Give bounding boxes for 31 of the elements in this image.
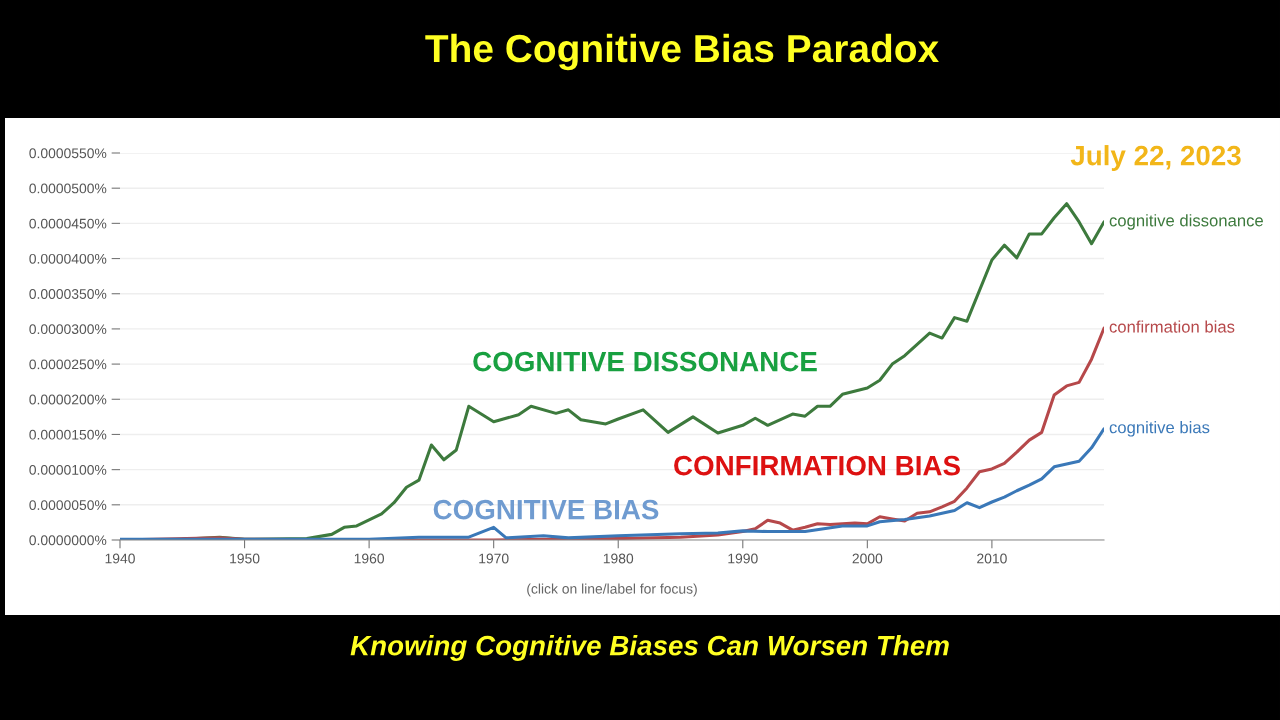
series-label: cognitive bias [1109,421,1210,437]
y-tick-label: 0.0000050% [29,500,107,510]
y-tick-label: 0.0000000% [29,535,107,546]
x-tick-label: 2000 [852,553,883,564]
text: (click on line/label for focus) [527,583,697,597]
series-label: confirmation bias [1109,320,1235,333]
x-tick-label: 1970 [479,553,509,564]
annotation: CONFIRMATION BIAS [674,455,960,476]
x-tick-label: 1960 [354,553,385,564]
x-tick-label: 1990 [728,553,758,564]
annotation: July 22, 2023 [1070,145,1241,171]
y-tick-label: 0.0000450% [29,218,107,229]
y-tick-label: 0.0000350% [29,289,107,299]
chart-title: The Cognitive Bias Paradox [425,33,939,71]
x-tick-label: 1980 [603,553,634,564]
y-tick-label: 0.0000400% [29,253,107,264]
y-tick-label: 0.0000150% [29,429,107,440]
y-tick-label: 0.0000300% [29,324,107,335]
y-tick-label: 0.0000500% [29,183,107,194]
series-label: cognitive dissonance [1109,214,1263,230]
x-tick-label: 1940 [105,553,135,564]
x-tick-label: 2010 [977,553,1007,564]
text: Knowing Cognitive Biases Can Worsen Them [350,635,949,661]
y-tick-label: 0.0000100% [29,464,107,475]
x-tick-label: 1950 [230,553,260,564]
annotation: COGNITIVE DISSONANCE [473,351,817,372]
y-tick-label: 0.0000550% [29,148,107,159]
line-series [120,427,1104,540]
annotation: COGNITIVE BIAS [433,499,659,520]
y-tick-label: 0.0000250% [29,359,107,370]
y-tick-label: 0.0000200% [29,394,107,405]
